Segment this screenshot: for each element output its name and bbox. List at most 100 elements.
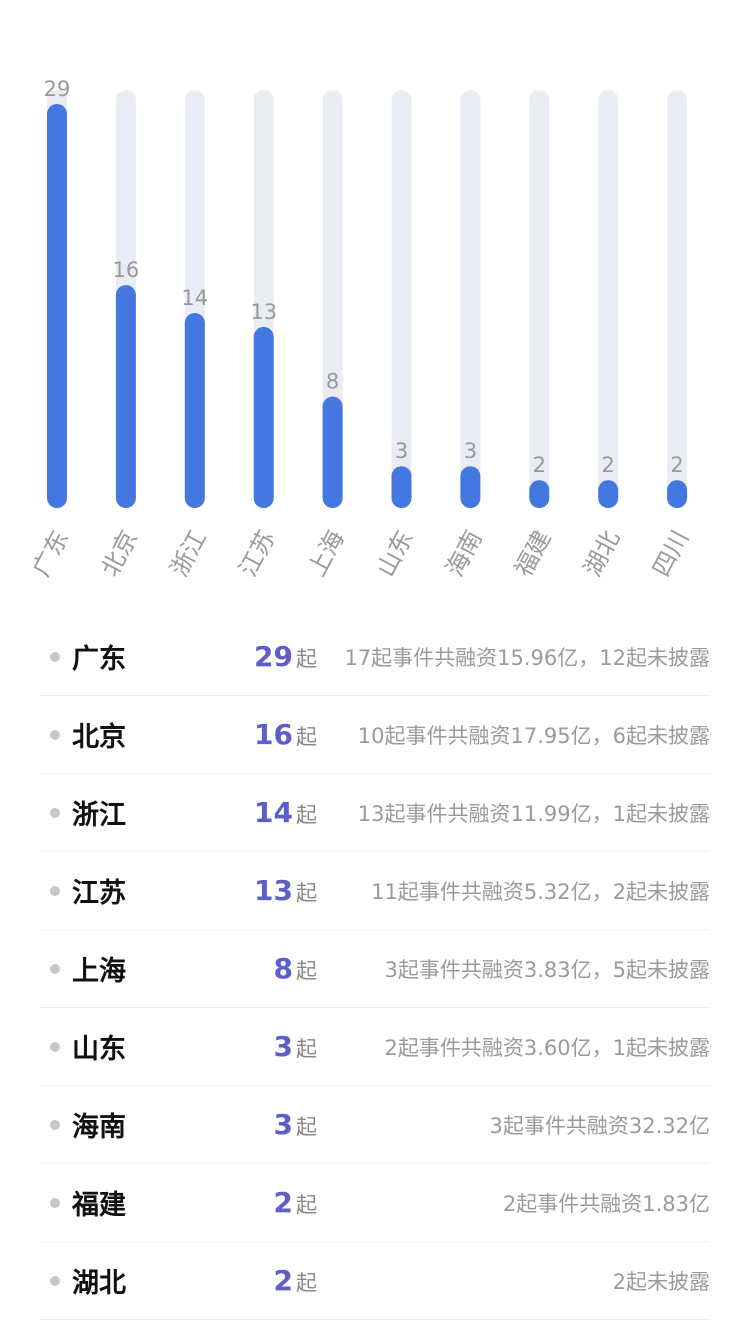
category-label: 四川 (647, 526, 694, 582)
value-label: 2 (670, 453, 683, 477)
bullet-dot-icon (50, 1041, 60, 1052)
count-value: 16 (254, 718, 293, 751)
value-label: 14 (181, 286, 208, 310)
funding-description: 3起事件共融资32.32亿 (489, 1113, 710, 1138)
count-unit: 起 (296, 1193, 317, 1217)
list-item[interactable]: 浙江 14 起 13起事件共融资11.99亿，1起未披露 (40, 774, 710, 852)
funding-description: 2起未披露 (612, 1269, 710, 1294)
bullet-dot-icon (50, 729, 60, 740)
province-bar-chart: 29 广东 16 北京 14 浙江 13 江苏 8 上海 3 山东 3 海南 2 福建 2 湖北 2 四川 (27, 77, 694, 582)
bar-track (529, 90, 550, 508)
province-name: 山东 (72, 1034, 126, 1065)
bar-广东[interactable] (47, 104, 67, 508)
count-unit: 起 (296, 1037, 317, 1061)
category-label: 上海 (303, 526, 350, 582)
count-unit: 起 (296, 881, 317, 905)
count-value: 8 (273, 952, 293, 985)
count-value: 3 (273, 1030, 293, 1063)
event-count: 14 起 (192, 796, 317, 829)
event-count: 29 起 (192, 640, 317, 673)
category-label: 江苏 (234, 526, 281, 582)
bar-山东[interactable] (391, 466, 412, 508)
count-value: 29 (254, 640, 293, 673)
funding-description: 11起事件共融资5.32亿，2起未披露 (371, 879, 710, 904)
category-label: 山东 (372, 526, 419, 582)
funding-description: 3起事件共融资3.83亿，5起未披露 (384, 957, 710, 982)
value-label: 16 (113, 258, 140, 282)
value-label: 2 (533, 453, 546, 477)
bar-海南[interactable] (460, 466, 481, 508)
funding-description: 13起事件共融资11.99亿，1起未披露 (357, 801, 710, 826)
count-unit: 起 (296, 959, 317, 983)
bullet-dot-icon (50, 807, 60, 818)
category-label: 广东 (27, 526, 74, 582)
bar-湖北[interactable] (598, 480, 619, 508)
category-label: 北京 (96, 526, 143, 582)
event-count: 16 起 (192, 718, 317, 751)
bar-浙江[interactable] (184, 312, 205, 508)
count-unit: 起 (296, 1115, 317, 1139)
bullet-dot-icon (50, 885, 60, 896)
count-value: 2 (273, 1186, 293, 1219)
bar-上海[interactable] (322, 396, 343, 508)
value-label: 8 (326, 370, 339, 394)
list-item[interactable]: 广东 29 起 17起事件共融资15.96亿，12起未披露 (40, 618, 710, 696)
province-name: 海南 (72, 1112, 126, 1143)
province-list: 广东 29 起 17起事件共融资15.96亿，12起未披露 北京 16 起 10起事… (40, 618, 710, 1320)
province-name: 江苏 (72, 878, 126, 909)
value-label: 29 (44, 77, 71, 101)
bullet-dot-icon (50, 963, 60, 974)
bullet-dot-icon (50, 651, 60, 662)
province-name: 广东 (72, 644, 126, 675)
funding-description: 17起事件共融资15.96亿，12起未披露 (344, 645, 710, 670)
bar-福建[interactable] (529, 480, 550, 508)
value-label: 13 (250, 300, 277, 324)
bar-四川[interactable] (667, 480, 688, 508)
category-label: 浙江 (165, 526, 212, 582)
province-name: 浙江 (72, 800, 126, 831)
value-label: 2 (602, 453, 615, 477)
category-label: 福建 (509, 526, 556, 582)
province-name: 湖北 (72, 1268, 126, 1299)
list-item[interactable]: 北京 16 起 10起事件共融资17.95亿，6起未披露 (40, 696, 710, 774)
value-label: 3 (395, 439, 408, 463)
count-value: 2 (273, 1264, 293, 1297)
count-unit: 起 (296, 803, 317, 827)
bullet-dot-icon (50, 1275, 60, 1286)
category-label: 海南 (440, 526, 487, 582)
funding-description: 2起事件共融资3.60亿，1起未披露 (384, 1035, 710, 1060)
province-name: 北京 (72, 722, 126, 753)
count-unit: 起 (296, 1271, 317, 1295)
event-count: 13 起 (192, 874, 317, 907)
list-item[interactable]: 江苏 13 起 11起事件共融资5.32亿，2起未披露 (40, 852, 710, 930)
bullet-dot-icon (50, 1119, 60, 1130)
funding-description: 2起事件共融资1.83亿 (502, 1191, 710, 1216)
bar-track (460, 90, 481, 508)
count-value: 13 (254, 874, 293, 907)
count-value: 14 (254, 796, 293, 829)
bar-北京[interactable] (115, 285, 136, 508)
bar-track (391, 90, 412, 508)
count-value: 3 (273, 1108, 293, 1141)
funding-description: 10起事件共融资17.95亿，6起未披露 (357, 723, 710, 748)
province-name: 福建 (72, 1190, 126, 1221)
value-label: 3 (464, 439, 477, 463)
bar-track (667, 90, 688, 508)
bar-江苏[interactable] (253, 326, 274, 508)
province-name: 上海 (72, 956, 126, 987)
bullet-dot-icon (50, 1197, 60, 1208)
category-label: 湖北 (578, 526, 625, 582)
count-unit: 起 (296, 647, 317, 671)
bar-track (598, 90, 619, 508)
count-unit: 起 (296, 725, 317, 749)
